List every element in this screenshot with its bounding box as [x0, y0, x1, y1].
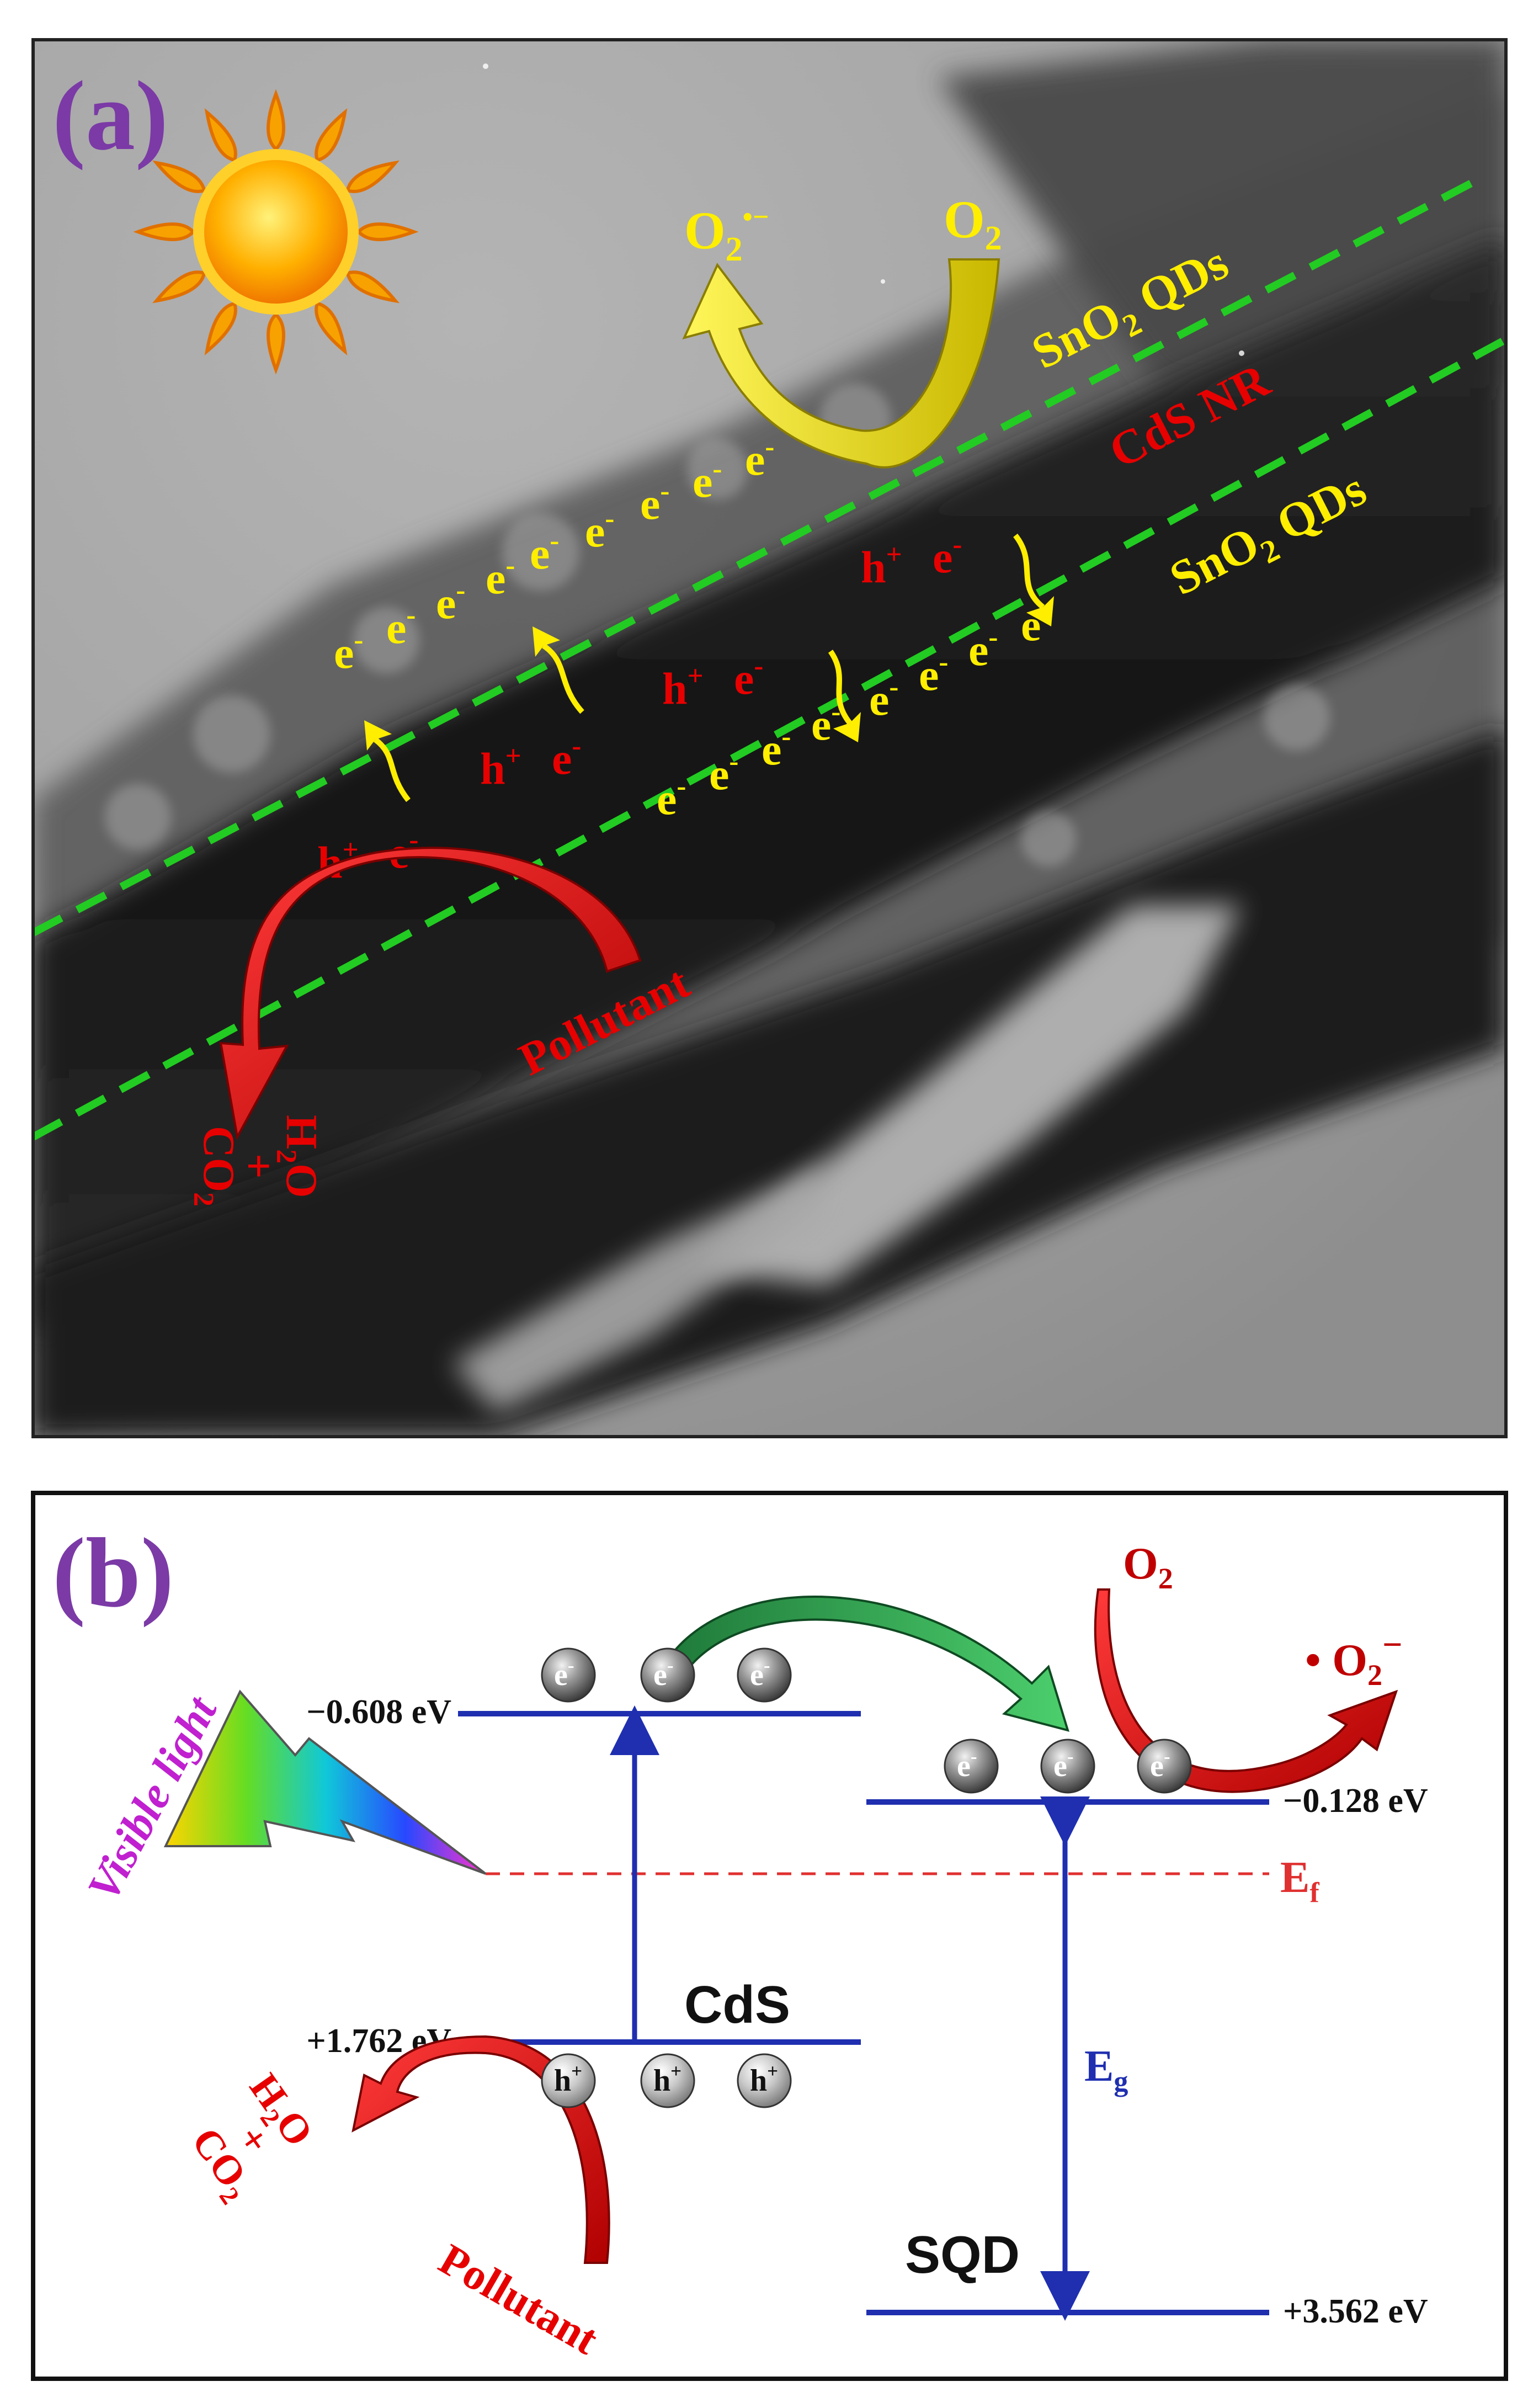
hole-label: h+	[480, 741, 521, 794]
squiggle-heads	[364, 596, 1054, 751]
fermi-label: Ef	[1280, 1853, 1319, 1909]
electron-label: e-	[957, 1746, 977, 1783]
electron-transfer-arrow	[669, 1596, 1069, 1732]
superoxide-label-b: • O2−	[1305, 1625, 1402, 1692]
electron-label: e-	[334, 625, 363, 678]
electron-label: e-	[933, 529, 962, 582]
sqd-label: SQD	[905, 2225, 1020, 2284]
electron-label: e-	[968, 622, 998, 675]
electron-label: e-	[552, 731, 581, 784]
electron-label: e-	[709, 746, 738, 799]
panel-a-label: (a)	[52, 61, 168, 171]
o2-reduction-arrow	[682, 258, 1000, 469]
hole-label: h+	[750, 2060, 778, 2098]
charge-carriers: e-e-e-e-e-e-e-e-e-e-e-e-e-e-e-e-e-h+e-h+…	[317, 432, 1050, 887]
electron-label: e-	[640, 476, 669, 529]
svg-text:+: +	[234, 1153, 283, 1179]
electron-label: e-	[530, 525, 559, 578]
electron-ball	[737, 1647, 792, 1703]
electron-ball	[541, 1647, 596, 1703]
superoxide-label: O2•−	[684, 201, 769, 268]
hole-ball	[640, 2053, 695, 2108]
sqd-vb-energy: +3.562 eV	[1283, 2293, 1428, 2330]
upper-interface-line	[31, 178, 1476, 937]
electron-label: e-	[750, 1655, 770, 1692]
panel-b: (b) −0.608 eV +1.762 eV −0.128 eV +3.562…	[31, 1491, 1508, 2381]
tem-texture	[33, 40, 1506, 1437]
electron-label: e-	[734, 651, 763, 704]
electron-label: e-	[486, 550, 515, 603]
hole-ball	[737, 2053, 792, 2108]
electron-label: e-	[1053, 1746, 1074, 1783]
pollutant-degradation-arrow	[219, 847, 642, 1140]
panel-a-frame	[31, 38, 1508, 1438]
electron-label: e-	[811, 697, 840, 749]
electron-label: e-	[693, 454, 722, 507]
cds-cb-energy: −0.608 eV	[306, 1693, 451, 1731]
electron-ball	[1040, 1739, 1095, 1794]
sun-icon	[133, 89, 419, 375]
svg-text:H2O: H2O	[270, 1115, 326, 1198]
cds-label: CdS	[684, 1975, 790, 2034]
electron-label: e-	[762, 721, 791, 774]
band-gap-label: Eg	[1084, 2042, 1128, 2097]
electron-label: e-	[745, 432, 774, 485]
electron-ball	[944, 1739, 999, 1794]
visible-light-bolt-icon	[163, 1689, 487, 1875]
hole-label: h+	[653, 2060, 682, 2098]
hole-label: h+	[861, 539, 902, 592]
band-carriers: e-e-e-e-e-e-h+ h+ h+	[541, 1647, 1192, 2108]
electron-label: e-	[919, 647, 948, 700]
electron-label: e-	[585, 503, 614, 556]
svg-text:CO2: CO2	[188, 1126, 243, 1206]
electron-label: e-	[653, 1655, 674, 1692]
electron-label: e-	[657, 771, 686, 824]
electron-label: e-	[386, 600, 416, 653]
panel-a: (a) O2	[31, 38, 1508, 1438]
electron-label: e-	[1150, 1746, 1170, 1783]
electron-ball	[640, 1647, 695, 1703]
transfer-squiggles	[373, 533, 1045, 802]
hole-ball	[541, 2053, 596, 2108]
electron-ball	[1137, 1739, 1192, 1794]
electron-label: e-	[869, 672, 898, 725]
o2-label: O2	[944, 190, 1002, 257]
sqd-cb-energy: −0.128 eV	[1283, 1782, 1428, 1820]
electron-label: e-	[554, 1655, 574, 1692]
lower-interface-line	[31, 336, 1508, 1141]
hole-label: h+	[662, 661, 704, 714]
h2o-co2-label: H2O + CO2	[188, 1115, 326, 1206]
hole-label: h+	[554, 2060, 582, 2098]
electron-label: e-	[436, 575, 465, 628]
panel-b-frame	[31, 1491, 1508, 2381]
panel-b-label: (b)	[52, 1518, 174, 1628]
o2-label-b: O2	[1123, 1538, 1173, 1595]
